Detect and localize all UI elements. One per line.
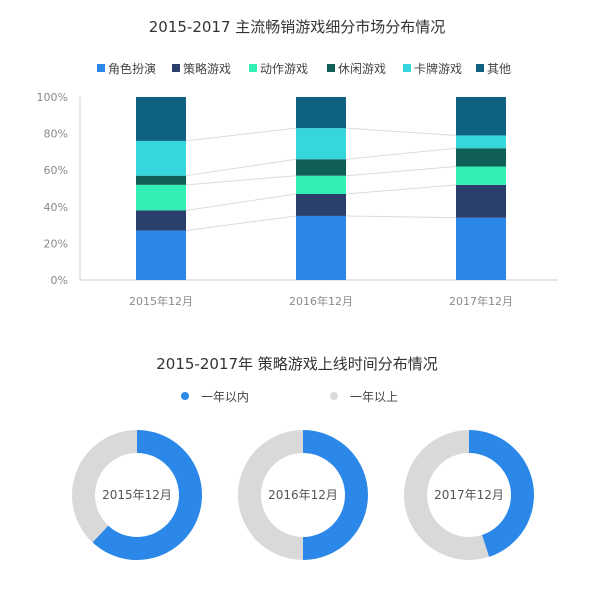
donut-center-label: 2016年12月 — [268, 488, 338, 502]
legend-swatch-5 — [476, 64, 484, 72]
legend-swatch-3 — [327, 64, 335, 72]
bar-chart-legend: 角色扮演 策略游戏 动作游戏 休闲游戏 卡牌游戏 其他 — [97, 61, 511, 76]
bar-segment — [456, 166, 506, 185]
x-tick-label: 2016年12月 — [289, 294, 353, 308]
donut-center-label: 2015年12月 — [102, 488, 172, 502]
legend-swatch-2 — [249, 64, 257, 72]
bar-chart-title: 2015-2017 主流畅销游戏细分市场分布情况 — [149, 18, 446, 36]
bar-segment — [456, 97, 506, 136]
donut-charts: 2015年12月 2016年12月 2017年12月 — [72, 430, 534, 561]
donut-slice — [238, 430, 303, 560]
bar-chart-connectors — [185, 127, 457, 232]
bar-segment — [136, 210, 186, 231]
legend-label-4: 卡牌游戏 — [414, 62, 462, 76]
donut-center-label: 2017年12月 — [434, 488, 504, 502]
bar-segment — [296, 159, 346, 176]
legend-swatch-1 — [172, 64, 180, 72]
y-tick-label: 0% — [51, 274, 68, 287]
connector-line — [185, 215, 297, 232]
x-tick-label: 2017年12月 — [449, 294, 513, 308]
donut-legend-swatch-0 — [181, 392, 189, 400]
bar-segment — [456, 217, 506, 280]
bar-chart-bars — [136, 97, 506, 280]
bar-segment — [296, 193, 346, 216]
y-tick-label: 80% — [44, 128, 68, 141]
donut-slice — [469, 430, 534, 557]
bar-segment — [136, 184, 186, 211]
donut-slice — [92, 430, 203, 561]
donut-slice — [303, 430, 368, 560]
bar-segment — [136, 175, 186, 185]
connector-line — [345, 147, 457, 160]
bar-segment — [456, 148, 506, 167]
bar-segment — [136, 97, 186, 141]
y-tick-label: 20% — [44, 237, 68, 250]
legend-label-3: 休闲游戏 — [338, 62, 386, 76]
donut-chart-title: 2015-2017年 策略游戏上线时间分布情况 — [156, 355, 438, 373]
donut-chart-legend: 一年以内 一年以上 — [181, 390, 398, 404]
bar-segment — [296, 97, 346, 129]
bar-chart-axes: 0% 20% 40% 60% 80% 100% 2015年12月 2016年12月 2017年1… — [37, 91, 558, 308]
bar-segment — [456, 135, 506, 149]
donut-legend-label-0: 一年以内 — [201, 390, 249, 404]
bar-segment — [136, 140, 186, 176]
connector-line — [185, 127, 297, 142]
y-tick-label: 40% — [44, 201, 68, 214]
connector-line — [345, 166, 457, 177]
bar-segment — [456, 184, 506, 218]
legend-label-0: 角色扮演 — [108, 61, 156, 76]
bar-segment — [296, 128, 346, 160]
legend-swatch-0 — [97, 64, 105, 72]
legend-swatch-4 — [403, 64, 411, 72]
bar-segment — [296, 175, 346, 194]
legend-label-2: 动作游戏 — [260, 62, 308, 76]
donut-legend-label-1: 一年以上 — [350, 390, 398, 404]
connector-line — [185, 158, 297, 177]
connector-line — [185, 193, 297, 211]
donut-legend-swatch-1 — [330, 392, 338, 400]
connector-line — [185, 175, 297, 186]
y-tick-label: 100% — [37, 91, 68, 104]
connector-line — [345, 127, 457, 136]
connector-line — [345, 215, 457, 219]
donut-slice — [72, 430, 137, 543]
legend-label-1: 策略游戏 — [183, 61, 231, 76]
bar-segment — [136, 230, 186, 280]
legend-label-5: 其他 — [487, 62, 511, 76]
y-tick-label: 60% — [44, 164, 68, 177]
bar-segment — [296, 215, 346, 280]
connector-line — [345, 184, 457, 195]
donut-slice — [403, 430, 490, 560]
x-tick-label: 2015年12月 — [129, 294, 193, 308]
